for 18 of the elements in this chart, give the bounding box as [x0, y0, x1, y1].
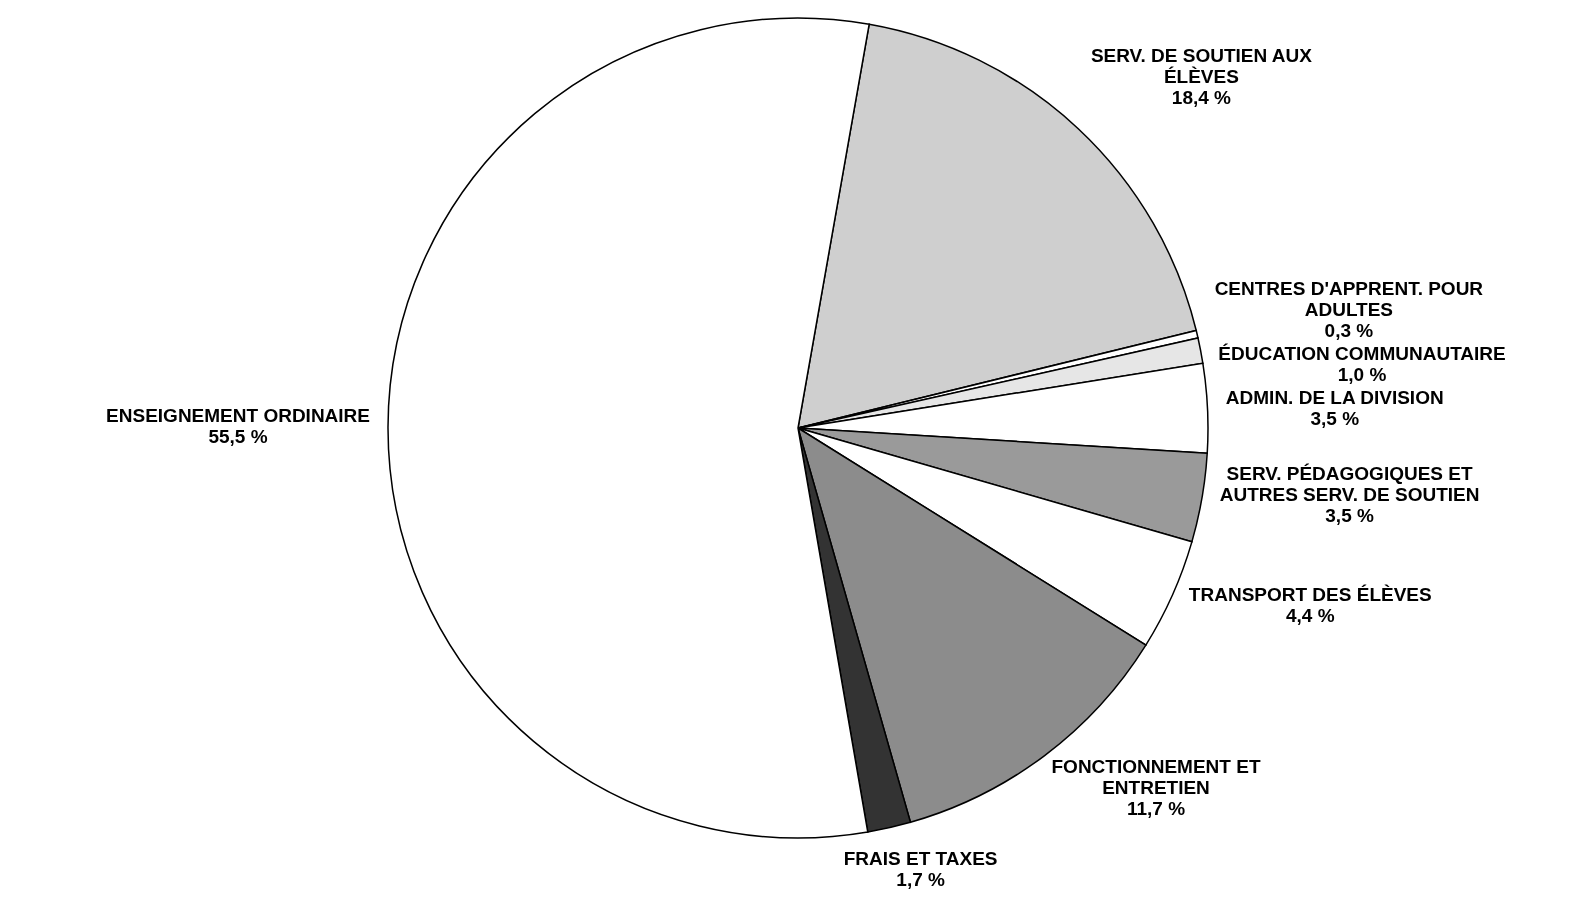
data-label: 11,7 % [1126, 797, 1186, 819]
data-label: 1,0 % [1337, 363, 1387, 385]
slice-label: FONCTIONNEMENT ET ENTRETIEN [1051, 755, 1261, 798]
data-label: 3,5 % [1310, 407, 1360, 429]
slice-label: ADMIN. DE LA DIVISION [1225, 386, 1444, 408]
data-label: 3,5 % [1325, 505, 1374, 527]
data-label: 18,4 % [1171, 86, 1232, 108]
data-label: 55,5 % [208, 426, 268, 448]
data-label: 0,3 % [1324, 319, 1374, 341]
slice-label: TRANSPORT DES ÉLÈVES [1188, 584, 1432, 606]
slice-label: ENSEIGNEMENT ORDINAIRE [106, 405, 371, 427]
data-label: 4,4 % [1285, 605, 1335, 627]
slice-label: SERV. PÉDAGOGIQUES ET AUTRES SERV. DE SOUTIEN [1219, 463, 1480, 506]
slice-label: CENTRES D'APPRENT. POUR ADULTES [1214, 277, 1484, 320]
data-label: 1,7 % [896, 869, 946, 890]
slice-label: ÉDUCATION COMMUNAUTAIRE [1218, 342, 1506, 364]
slice-label: FRAIS ET TAXES [843, 848, 998, 869]
slice-label: SERV. DE SOUTIEN AUX ÉLÈVES [1090, 44, 1313, 87]
